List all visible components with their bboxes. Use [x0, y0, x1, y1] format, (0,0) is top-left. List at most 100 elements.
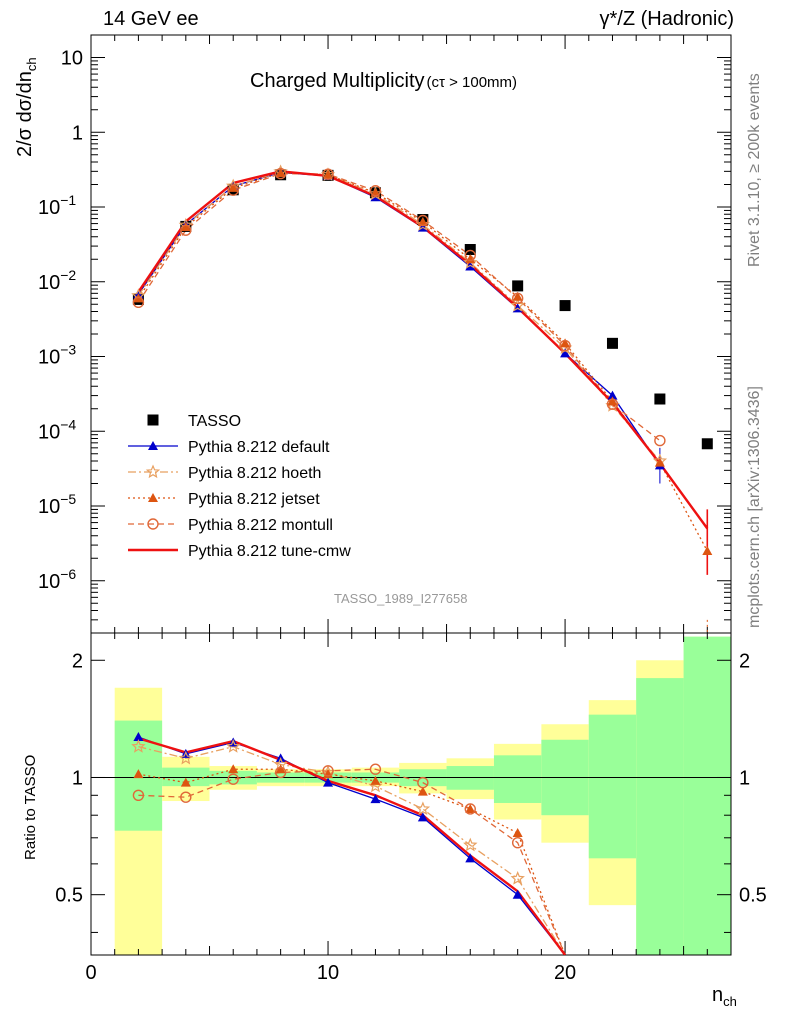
xlabel-text: n — [712, 984, 724, 1006]
main-ytick-exp-5: −4 — [60, 416, 76, 432]
main-ytick-exp-7: −6 — [60, 566, 76, 582]
main-ytick-label-2: 10−1 — [38, 192, 76, 219]
ratio-line-2 — [138, 768, 566, 955]
main-series-group — [137, 170, 709, 633]
ratio-point-0-7 — [465, 853, 476, 863]
ratio-point-3-8 — [511, 836, 524, 849]
ratio-point-1-8 — [510, 871, 525, 885]
main-ytick-exp-2: −1 — [60, 192, 76, 208]
legend-label-4: Pythia 8.212 montull — [188, 517, 333, 534]
ratio-line-0 — [138, 736, 566, 955]
ratio-point-1-7 — [463, 837, 478, 852]
point-0-12 — [701, 438, 713, 450]
xlabel-sub: ch — [723, 994, 737, 1009]
ratio-point-2-2 — [228, 764, 239, 774]
point-0-11 — [654, 393, 666, 405]
ratio-ytick-label-1: 1 — [72, 767, 83, 789]
point-4-0 — [132, 296, 145, 309]
point-4-1 — [180, 224, 192, 236]
point-4-4 — [322, 168, 334, 180]
point-4-9 — [559, 339, 571, 352]
ratio-point-1-2 — [225, 739, 241, 753]
ratio-point-0-5 — [370, 794, 381, 804]
point-1-10 — [607, 390, 618, 400]
xlabel: nch — [712, 984, 737, 1009]
main-frame — [90, 34, 732, 634]
legend-label-3: Pythia 8.212 jetset — [188, 491, 320, 508]
main-ytick-label-1: 1 — [72, 122, 83, 144]
ratio-point-1-6 — [415, 801, 431, 816]
ratio-point-3-0 — [132, 789, 145, 801]
ratio-point-3-3 — [274, 766, 287, 779]
ratio-point-0-6 — [417, 812, 428, 822]
chart-title: Charged Multiplicity (cτ > 100mm) — [250, 70, 517, 93]
point-3-6 — [417, 217, 428, 227]
ratio-ytick-label-right-2: 0.5 — [739, 885, 767, 907]
point-1-9 — [560, 348, 571, 358]
ratio-band-stat-11 — [636, 678, 684, 955]
point-3-4 — [323, 169, 334, 179]
ratio-line-1 — [138, 745, 566, 955]
legend-marker-1 — [148, 441, 158, 450]
ratio-band-stat-12 — [683, 636, 731, 955]
series-line-4 — [137, 172, 661, 442]
ratio-point-3-1 — [180, 791, 192, 803]
xtick-label-2: 20 — [554, 962, 576, 984]
ratio-point-3-7 — [464, 803, 476, 815]
point-4-2 — [227, 184, 239, 196]
main-ytick-exp-4: −3 — [60, 342, 76, 358]
legend-marker-4 — [147, 518, 159, 530]
point-4-3 — [274, 167, 287, 180]
legend-label-5: Pythia 8.212 tune-cmw — [188, 543, 351, 560]
ratio-ytick-label-right-0: 2 — [739, 650, 750, 672]
ratio-line-3 — [138, 768, 566, 955]
main-ytick-label-7: 10−6 — [38, 566, 76, 593]
ratio-ytick-label-right-1: 1 — [739, 767, 750, 789]
ratio-frame — [90, 632, 732, 956]
ratio-ytick-label-0: 2 — [72, 650, 83, 672]
point-0-8 — [512, 280, 524, 292]
ratio-band-stat-8 — [493, 755, 542, 803]
point-3-3 — [275, 168, 286, 178]
ratio-point-2-8 — [512, 828, 523, 838]
main-ylabel: 2/σ dσ/dnch — [14, 57, 39, 157]
ratio-ytick-label-2: 0.5 — [55, 885, 83, 907]
point-3-9 — [560, 338, 571, 348]
ratio-point-3-2 — [227, 773, 239, 785]
point-3-10 — [607, 396, 618, 406]
main-ytick-exp-6: −5 — [60, 491, 76, 507]
legend-entries: TASSO Pythia 8.212 default Pythia 8.212 ho… — [128, 413, 351, 560]
point-4-6 — [417, 214, 429, 227]
header-left: 14 GeV ee — [103, 8, 199, 30]
ratio-point-3-4 — [322, 765, 334, 777]
ratio-point-1-1 — [178, 750, 193, 765]
point-3-11 — [654, 457, 665, 467]
ratio-point-2-0 — [133, 769, 144, 779]
xtick-label-0: 0 — [85, 962, 96, 984]
ratio-band-stat-10 — [588, 714, 637, 859]
xtick-label-1: 10 — [317, 962, 339, 984]
chart-title-suffix: (cτ > 100mm) — [426, 74, 518, 91]
main-ytick-exp-3: −2 — [60, 267, 76, 283]
legend-marker-2 — [145, 464, 161, 479]
main-ylabel-text: 2/σ dσ/dn — [14, 71, 36, 157]
ratio-point-2-6 — [417, 786, 428, 796]
point-3-1 — [180, 222, 191, 232]
point-0-7 — [464, 244, 476, 256]
chart-title-main: Charged Multiplicity — [250, 70, 425, 92]
ratio-point-2-7 — [465, 803, 476, 813]
ratio-point-0-0 — [133, 732, 144, 742]
point-3-2 — [228, 182, 239, 192]
legend-label-2: Pythia 8.212 hoeth — [188, 465, 321, 482]
point-4-5 — [369, 185, 382, 197]
ratio-ylabel: Ratio to TASSO — [22, 754, 39, 860]
series-line-2 — [137, 171, 661, 462]
main-ytick-label-4: 10−3 — [38, 342, 76, 369]
ratio-point-3-5 — [369, 763, 382, 775]
main-ytick-label-6: 10−5 — [38, 491, 76, 518]
main-ytick-label-3: 10−2 — [38, 267, 76, 294]
legend-marker-3 — [148, 493, 158, 502]
point-0-9 — [559, 300, 571, 312]
ratio-point-0-8 — [512, 889, 523, 899]
